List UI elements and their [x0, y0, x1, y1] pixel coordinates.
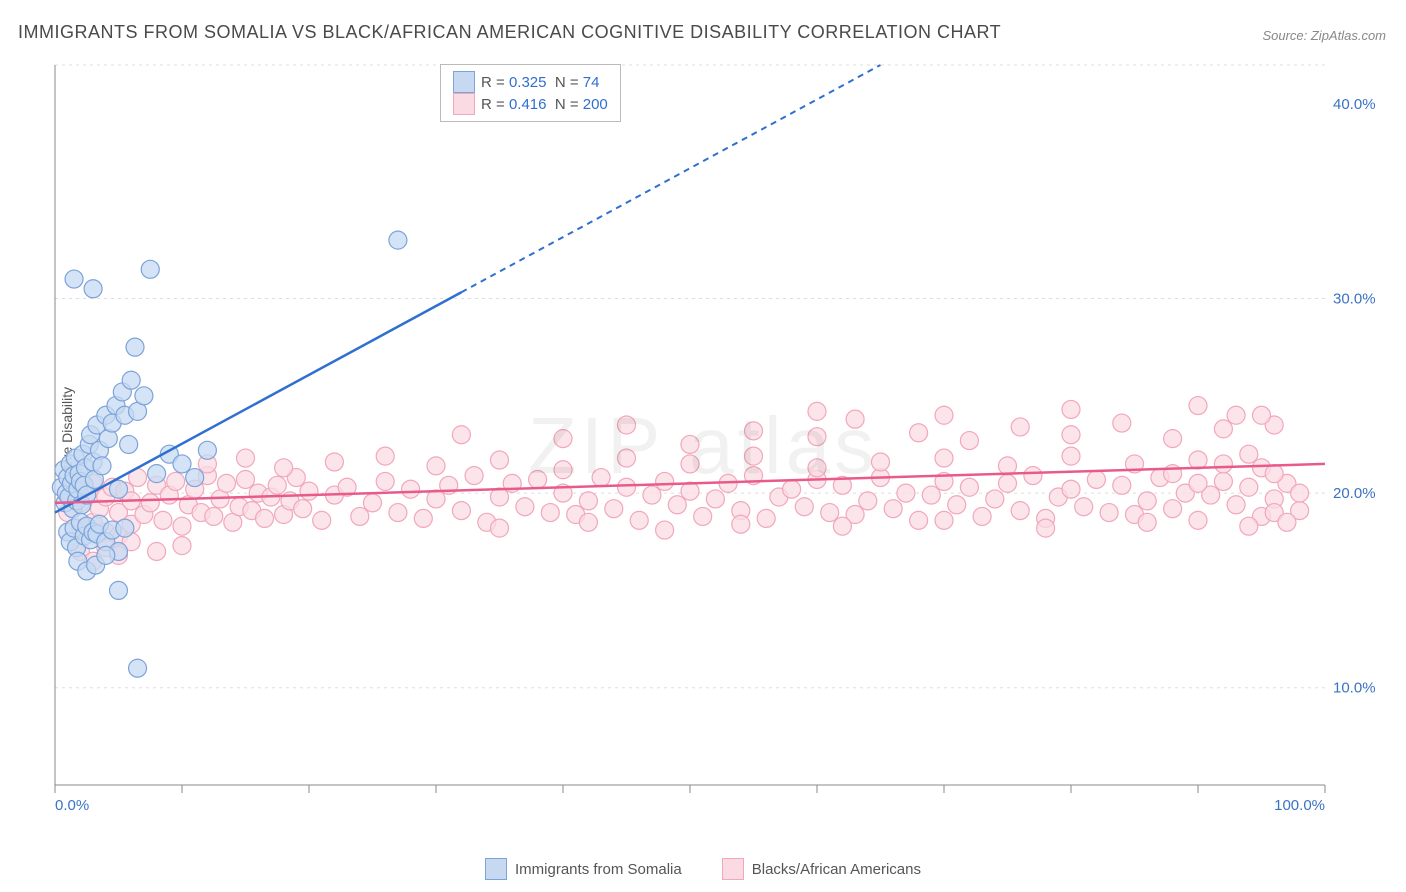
svg-text:10.0%: 10.0%	[1333, 680, 1376, 697]
legend-swatch	[453, 71, 475, 93]
legend-text: R = 0.325 N = 74	[481, 74, 599, 91]
legend-text: R = 0.416 N = 200	[481, 96, 608, 113]
legend-item-black: Blacks/African Americans	[722, 858, 921, 880]
svg-text:0.0%: 0.0%	[55, 797, 89, 814]
svg-text:100.0%: 100.0%	[1274, 797, 1325, 814]
series-legend: Immigrants from Somalia Blacks/African A…	[0, 858, 1406, 880]
legend-label-black: Blacks/African Americans	[752, 861, 921, 878]
plot-area: 10.0% 20.0% 30.0% 40.0% 0.0% 100.0%	[50, 60, 1380, 820]
legend-item-somalia: Immigrants from Somalia	[485, 858, 682, 880]
swatch-black	[722, 858, 744, 880]
swatch-somalia	[485, 858, 507, 880]
legend-row: R = 0.325 N = 74	[453, 71, 608, 93]
legend-row: R = 0.416 N = 200	[453, 93, 608, 115]
svg-text:20.0%: 20.0%	[1333, 485, 1376, 502]
correlation-legend: R = 0.325 N = 74 R = 0.416 N = 200	[440, 64, 621, 122]
legend-swatch	[453, 93, 475, 115]
svg-text:30.0%: 30.0%	[1333, 291, 1376, 308]
legend-label-somalia: Immigrants from Somalia	[515, 861, 682, 878]
scatter-chart: 10.0% 20.0% 30.0% 40.0% 0.0% 100.0%	[50, 60, 1380, 820]
svg-text:40.0%: 40.0%	[1333, 96, 1376, 113]
chart-title: IMMIGRANTS FROM SOMALIA VS BLACK/AFRICAN…	[18, 22, 1001, 43]
source-attribution: Source: ZipAtlas.com	[1262, 28, 1386, 43]
